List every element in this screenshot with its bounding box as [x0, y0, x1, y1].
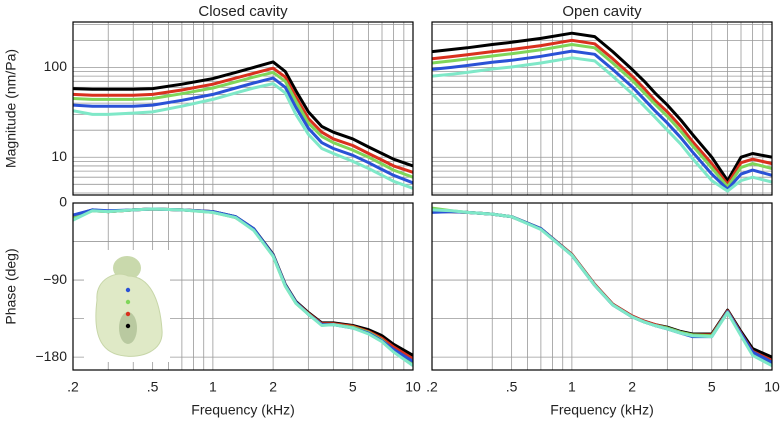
plot-area	[432, 206, 772, 368]
data-line	[73, 82, 413, 190]
x-tick-label: .5	[506, 379, 518, 395]
data-line	[432, 31, 772, 183]
x-tick-label: 5	[708, 379, 716, 395]
y-tick-label: 100	[44, 58, 68, 74]
data-line	[73, 70, 413, 179]
x-tick-label: 5	[349, 379, 357, 395]
x-tick-label: .2	[426, 379, 438, 395]
x-tick-label: 1	[209, 379, 217, 395]
data-line	[73, 66, 413, 174]
panel-title: Open cavity	[562, 3, 642, 20]
data-line	[432, 210, 772, 364]
data-line	[432, 43, 772, 189]
y-tick-label: 0	[59, 194, 67, 210]
data-line	[432, 56, 772, 193]
y-tick-label: −90	[43, 271, 67, 287]
x-tick-label: 2	[628, 379, 636, 395]
data-line	[73, 60, 413, 168]
inset-dot	[125, 287, 131, 293]
panel: Open cavity	[431, 3, 773, 196]
inset-dot	[125, 299, 131, 305]
panel: 10 100 Closed cavity Magnitude (nm/Pa)	[3, 3, 414, 196]
data-line	[73, 76, 413, 185]
panel: .2 .5 1 2 5 10 Frequency (kHz)	[426, 202, 780, 418]
data-line	[432, 210, 772, 359]
plot-area	[73, 60, 413, 190]
inset-illustration	[84, 250, 170, 362]
x-tick-label: 10	[405, 379, 421, 395]
plot-frame	[72, 202, 414, 371]
plot-area	[432, 31, 772, 193]
data-line	[432, 206, 772, 366]
data-line	[73, 207, 413, 367]
panel: .2 .5 1 2 5 10 0 −90 −180 Frequency (kHz) Phase (d…	[3, 194, 421, 418]
plot-frame	[431, 202, 773, 371]
panel-title: Closed cavity	[198, 3, 288, 20]
x-tick-label: 10	[764, 379, 780, 395]
plot-area	[73, 207, 413, 367]
plot-frame	[431, 21, 773, 196]
x-axis-label: Frequency (kHz)	[191, 402, 294, 418]
x-tick-label: 1	[568, 379, 576, 395]
y-axis-label: Phase (deg)	[3, 248, 19, 324]
data-line	[432, 208, 772, 368]
data-line	[432, 210, 772, 362]
y-tick-label: 10	[51, 148, 67, 164]
x-tick-label: 2	[269, 379, 277, 395]
x-tick-label: .2	[67, 379, 79, 395]
y-tick-label: −180	[35, 348, 67, 364]
data-line	[432, 49, 772, 191]
plot-frame	[72, 21, 414, 196]
inset-dot	[125, 311, 131, 317]
y-axis-label: Magnitude (nm/Pa)	[3, 49, 19, 168]
data-line	[432, 38, 772, 186]
x-axis-label: Frequency (kHz)	[550, 402, 653, 418]
x-tick-label: .5	[147, 379, 159, 395]
inset-dot	[125, 323, 131, 329]
